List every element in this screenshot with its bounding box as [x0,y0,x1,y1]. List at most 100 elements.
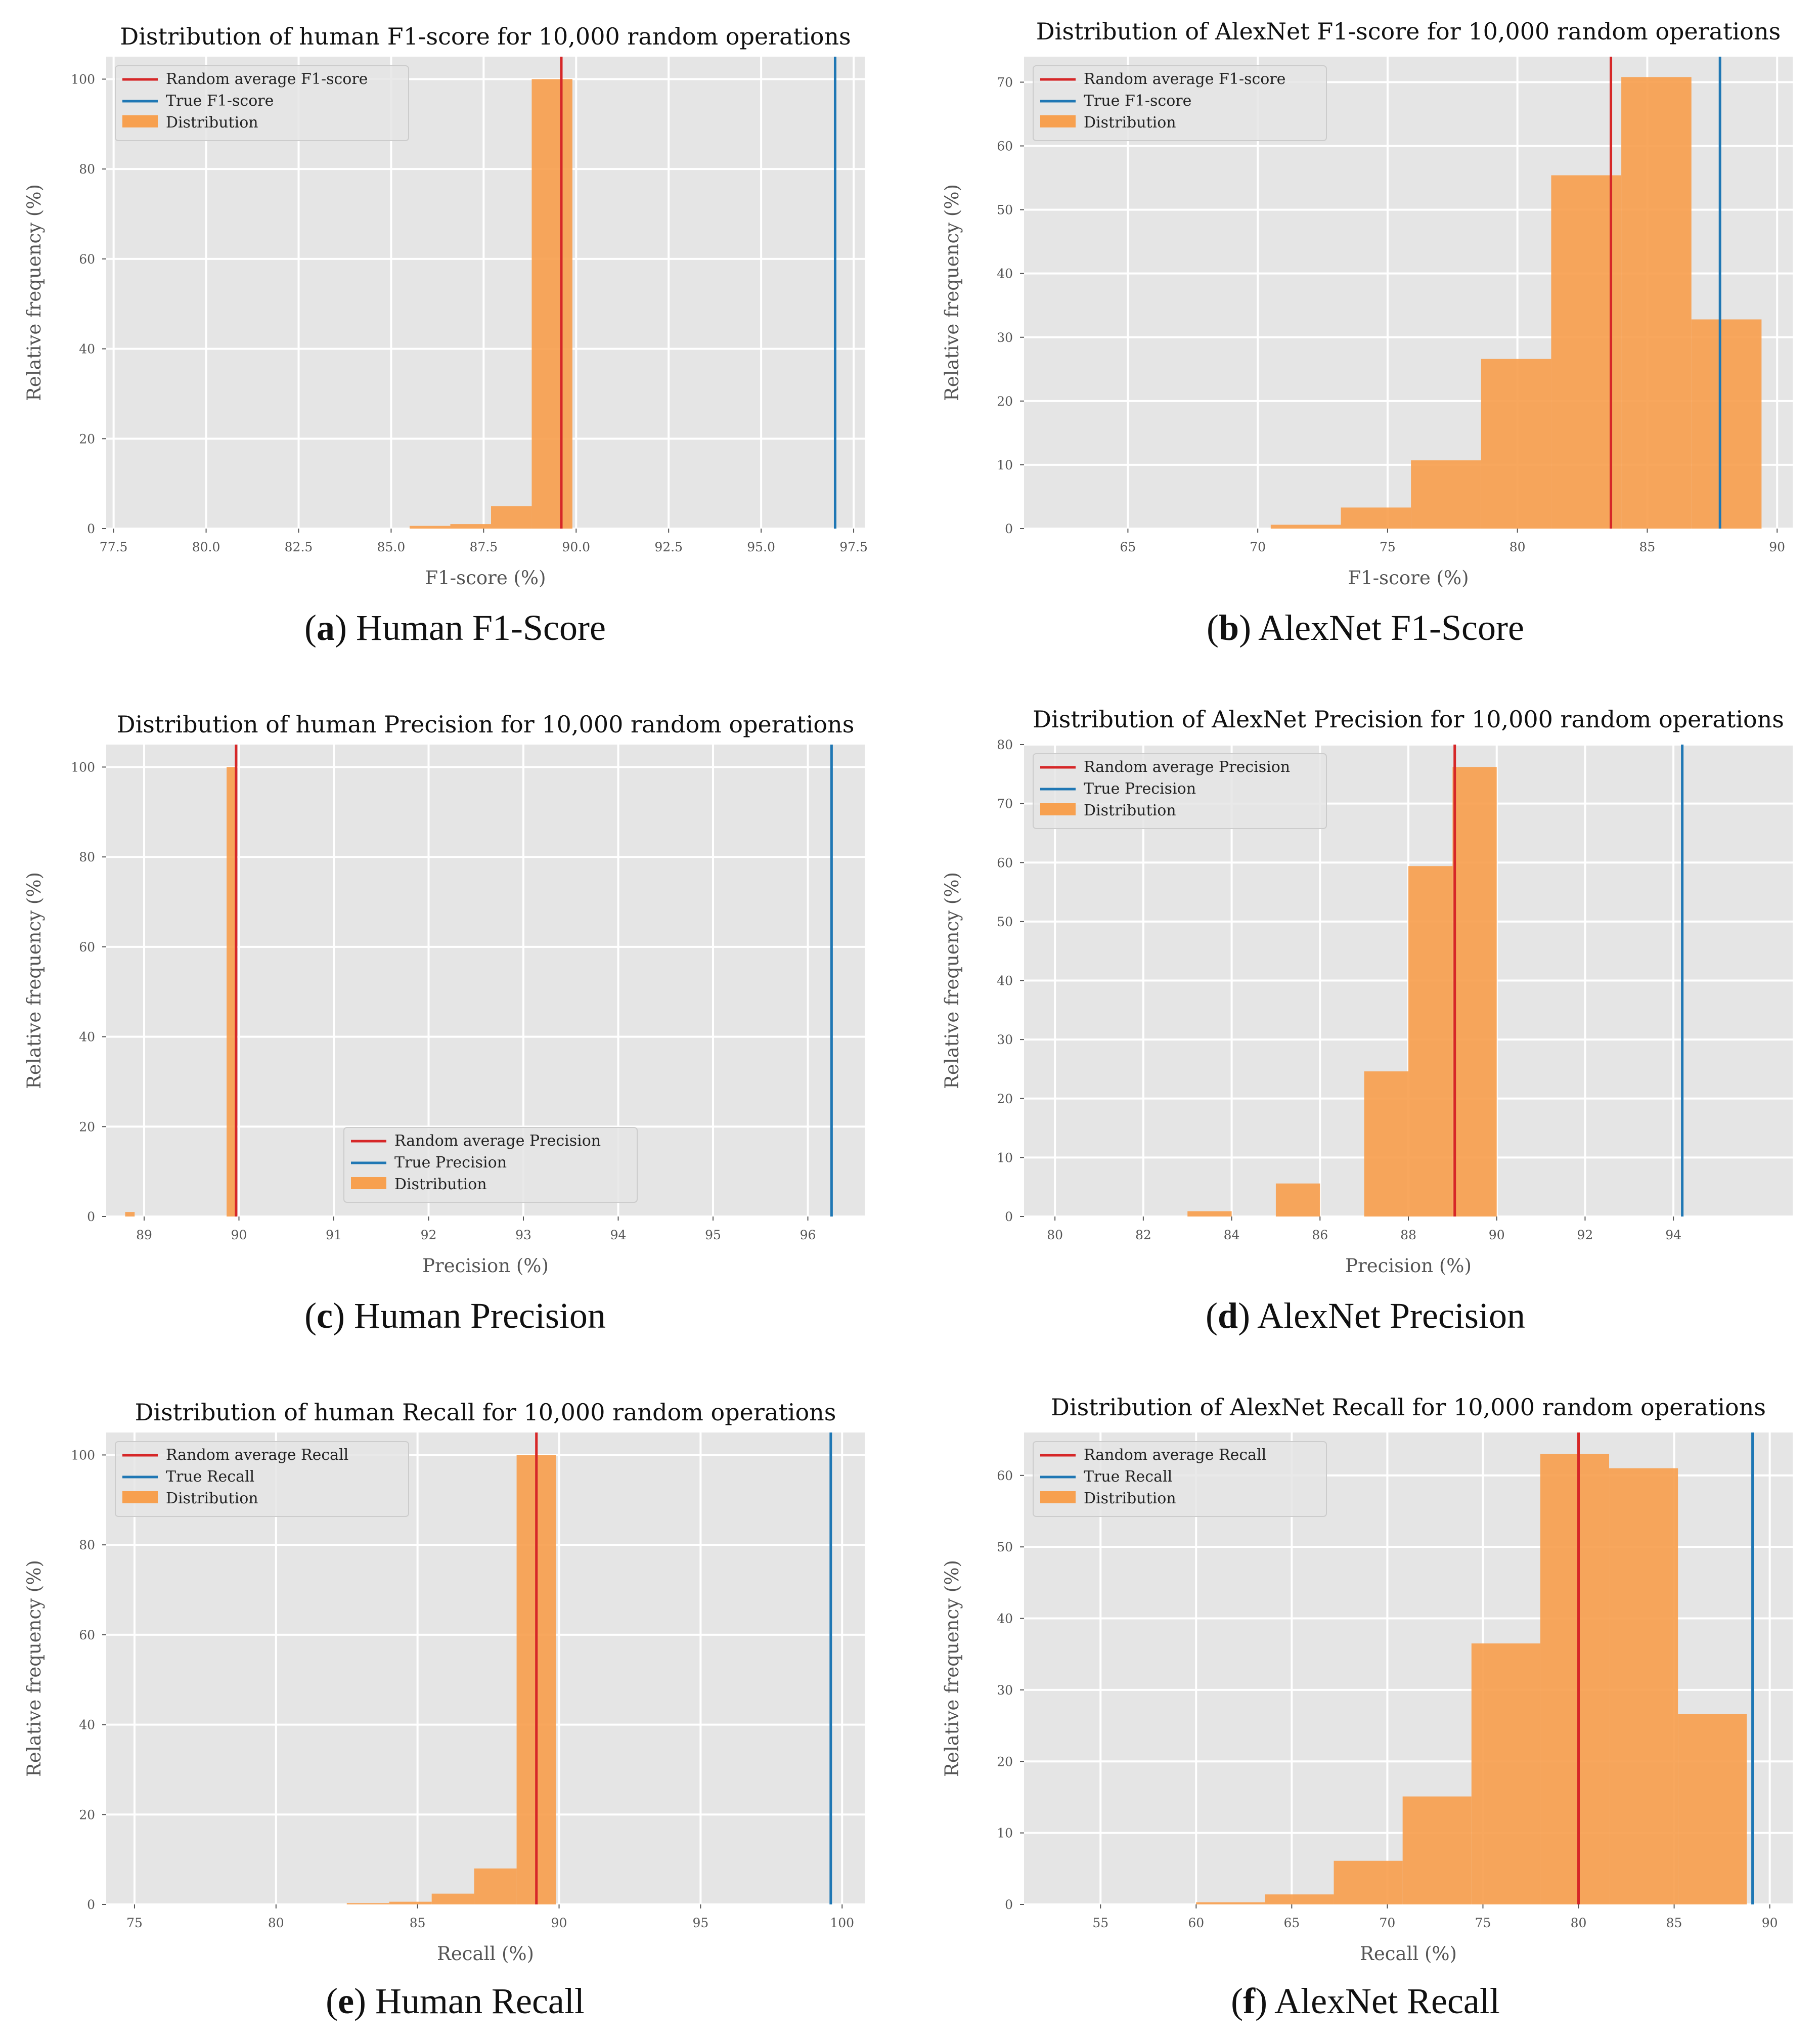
chart-svg-c: Distribution of human Precision for 10,0… [23,711,865,1277]
chart-title: Distribution of human F1-score for 10,00… [120,23,851,50]
x-tick-label: 84 [1224,1228,1240,1242]
y-tick-label: 100 [71,1448,95,1462]
x-tick-label: 95.0 [747,540,775,554]
legend: Random average Recall True Recall Distribu… [115,1441,409,1517]
x-tick-label: 92.5 [654,540,683,554]
chart-panel-e: Distribution of human Recall for 10,000 … [0,1376,910,2041]
x-tick-label: 80.0 [192,540,220,554]
chart-svg-f: Distribution of AlexNet Recall for 10,00… [941,1394,1793,1965]
histogram-bar [346,1903,389,1904]
y-tick-label: 0 [87,522,95,536]
y-tick-label: 40 [79,1030,95,1045]
caption-text-c: Human Precision [345,1295,606,1336]
x-tick-label: 80 [1510,540,1526,554]
y-tick-label: 50 [997,1540,1013,1554]
histogram-bar [1265,1894,1334,1904]
chart-title: Distribution of human Precision for 10,0… [117,711,855,738]
legend-swatch-distribution [122,115,158,127]
x-tick-label: 82.5 [285,540,313,554]
caption-letter-b: b [1219,607,1239,648]
histogram-bar [389,1901,432,1904]
histogram-bar [1334,1860,1403,1904]
histogram-bar [1481,359,1551,529]
legend-label: True Precision [394,1154,507,1171]
x-tick-label: 94 [1665,1228,1681,1242]
x-tick-label: 90 [1762,1916,1778,1930]
y-tick-label: 30 [997,330,1013,345]
histogram-bar [450,524,491,529]
caption-f: (f) AlexNet Recall [1231,1981,1500,2021]
histogram-bar [410,526,451,529]
y-axis-label: Relative frequency (%) [941,1560,963,1777]
legend-label: Distribution [166,114,258,132]
x-axis-label: Precision (%) [422,1255,549,1277]
caption-e: (e) Human Recall [326,1981,585,2021]
histogram-bar [1540,1454,1610,1904]
legend-swatch-distribution [1040,1491,1076,1503]
y-tick-label: 40 [79,342,95,357]
caption-letter-c: c [317,1295,333,1336]
caption-letter-e: e [338,1981,354,2021]
y-tick-label: 40 [79,1718,95,1732]
x-tick-label: 89 [136,1228,152,1242]
chart-svg-a: Distribution of human F1-score for 10,00… [23,23,868,589]
histogram-bar [1341,507,1411,529]
histogram-bar [1678,1714,1747,1904]
y-tick-label: 60 [79,1628,95,1642]
y-tick-label: 20 [997,1092,1013,1106]
y-axis-label: Relative frequency (%) [23,184,45,401]
x-tick-label: 87.5 [470,540,498,554]
x-tick-label: 95 [705,1228,721,1242]
x-tick-label: 80 [1571,1916,1587,1930]
histogram-bar [1270,525,1341,529]
y-tick-label: 100 [71,72,95,86]
y-axis-label: Relative frequency (%) [941,872,963,1089]
histogram-bar [1196,1902,1265,1904]
histogram-bar [1408,866,1453,1217]
chart-panel-a: Distribution of human F1-score for 10,00… [0,0,910,668]
legend-label: True Precision [1084,780,1196,798]
y-tick-label: 70 [997,75,1013,90]
caption-text-d: AlexNet Precision [1250,1295,1525,1336]
x-axis-label: F1-score (%) [1348,567,1469,589]
legend-label: Distribution [166,1490,258,1507]
y-tick-label: 10 [997,1150,1013,1165]
y-tick-label: 0 [87,1897,95,1912]
y-tick-label: 0 [1005,1209,1013,1224]
y-tick-label: 50 [997,203,1013,218]
x-tick-label: 75 [1380,540,1396,554]
x-tick-label: 75 [126,1916,143,1930]
x-tick-label: 96 [800,1228,816,1242]
chart-svg-d: Distribution of AlexNet Precision for 10… [941,706,1793,1277]
y-tick-label: 20 [997,394,1013,409]
histogram-bar [1609,1468,1678,1904]
legend-swatch-distribution [122,1491,158,1503]
x-axis-label: F1-score (%) [425,567,546,589]
x-tick-label: 85 [1639,540,1656,554]
legend-swatch-distribution [1040,803,1076,815]
x-tick-label: 90 [231,1228,247,1242]
y-tick-label: 80 [79,1538,95,1552]
x-tick-label: 88 [1400,1228,1416,1242]
histogram-bar [125,1212,135,1217]
x-tick-label: 77.5 [100,540,128,554]
caption-text-f: AlexNet Recall [1267,1981,1500,2021]
y-tick-label: 80 [79,850,95,864]
y-tick-label: 0 [87,1209,95,1224]
histogram-bar [474,1868,517,1904]
y-tick-label: 30 [997,1032,1013,1047]
histogram-bar [431,1893,474,1904]
y-tick-label: 0 [1005,522,1013,536]
y-tick-label: 60 [79,252,95,267]
histogram-bar [1187,1211,1232,1217]
y-tick-label: 20 [79,1119,95,1134]
histogram-bar [1551,175,1622,529]
legend-label: Random average F1-score [1084,70,1285,88]
x-tick-label: 85 [410,1916,426,1930]
y-tick-label: 70 [997,797,1013,811]
x-tick-label: 90 [1769,540,1785,554]
legend-label: Random average F1-score [166,70,368,88]
x-tick-label: 75 [1475,1916,1491,1930]
legend-label: Random average Recall [1084,1446,1266,1464]
x-tick-label: 94 [610,1228,627,1242]
